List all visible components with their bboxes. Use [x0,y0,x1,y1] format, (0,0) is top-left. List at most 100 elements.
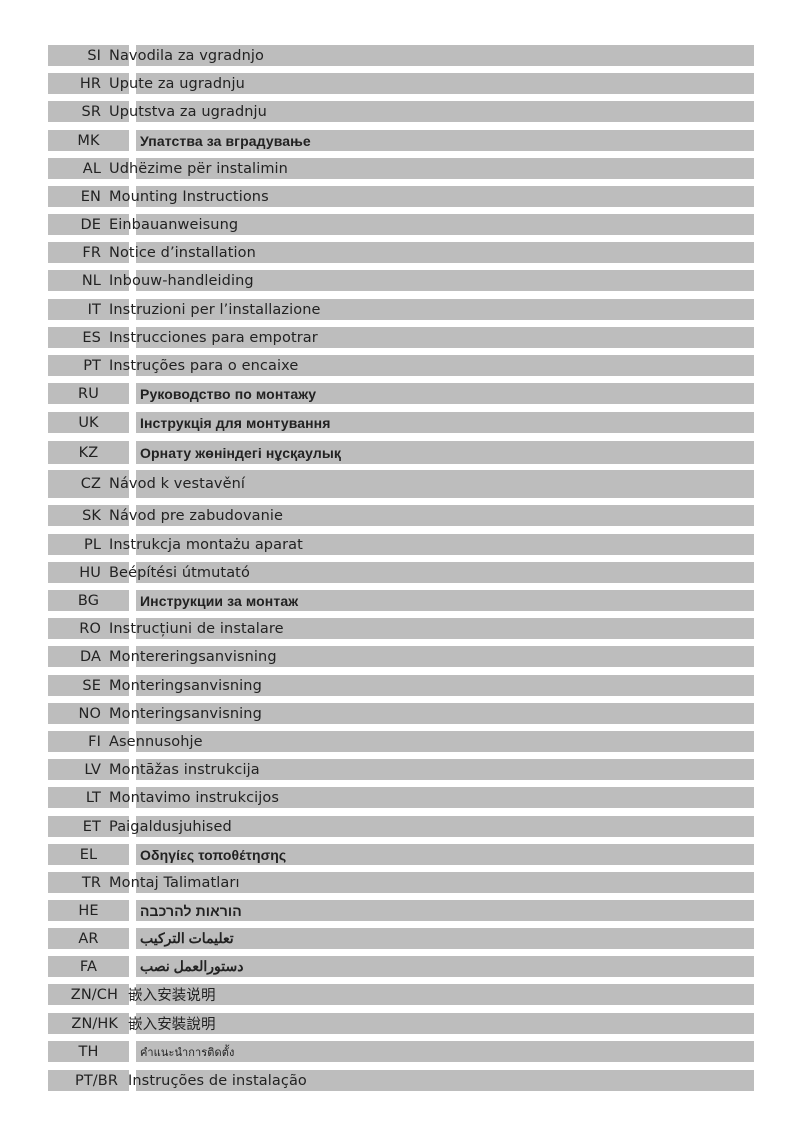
code-cell [48,928,129,949]
language-code: SI [87,47,101,64]
title-cell [136,383,754,404]
language-code: HE [78,902,99,919]
language-code: LV [84,761,101,778]
language-code: RU [78,385,99,402]
code-cell [48,872,129,893]
title-cell [136,214,754,235]
language-code: LT [85,789,101,806]
title-cell [136,984,754,1005]
code-cell [48,270,129,291]
instruction-title: Beépítési útmutató [109,564,250,581]
language-code: HU [79,564,101,581]
code-cell [48,1070,129,1091]
title-cell [136,73,754,94]
language-code: HR [79,75,101,92]
language-code: MK [77,132,100,149]
title-cell [136,412,754,433]
code-cell [48,470,129,498]
title-cell [136,505,754,526]
title-cell [136,355,754,376]
language-row-et: ET Paigaldusjuhised [48,816,754,837]
language-row-hu: HU Beépítési útmutató [48,562,754,583]
title-cell [136,1070,754,1091]
language-row-pt: PT Instruções para o encaixe [48,355,754,376]
code-cell [48,441,129,464]
language-code: EL [79,846,98,863]
instruction-title: Montāžas instrukcija [109,761,260,778]
language-code: CZ [80,476,101,492]
instruction-title: Navodila za vgradnjo [109,47,264,64]
instruction-title: Notice d’installation [109,244,256,261]
language-code: NL [81,272,101,289]
instruction-title: Instrucciones para empotrar [109,329,318,346]
code-cell [48,703,129,724]
language-row-no: NO Monteringsanvisning [48,703,754,724]
code-cell [48,618,129,639]
code-cell [48,844,129,865]
language-code: DE [80,216,101,233]
language-row-bg: BG Инструкции за монтаж [48,590,754,611]
language-row-it: IT Instruzioni per l’installazione [48,299,754,320]
language-code: TH [78,1043,99,1060]
language-row-el: EL Οδηγίες τοποθέτησης [48,844,754,865]
title-cell [136,1041,754,1062]
language-code: AL [82,160,101,177]
language-row-de: DE Einbauanweisung [48,214,754,235]
language-code: NO [78,705,101,722]
language-code: ET [82,818,101,835]
language-code: FR [82,244,101,261]
title-cell [136,928,754,949]
language-code: PT/BR [74,1072,118,1089]
language-row-sr: SR Uputstva za ugradnju [48,101,754,122]
code-cell [48,759,129,780]
instruction-title: Uputstva za ugradnju [109,103,267,120]
language-row-fr: FR Notice d’installation [48,242,754,263]
language-code: FA [79,958,98,975]
instruction-title: Інструкція для монтування [140,414,331,431]
code-cell [48,816,129,837]
code-cell [48,214,129,235]
code-cell [48,675,129,696]
language-row-zn-hk: ZN/HK 嵌入安裝說明 [48,1013,754,1034]
language-row-nl: NL Inbouw-handleiding [48,270,754,291]
title-cell [136,534,754,555]
instruction-title: Instruzioni per l’installazione [109,301,321,318]
language-code: DA [79,648,101,665]
title-cell [136,675,754,696]
language-row-fi: FI Asennusohje [48,731,754,752]
title-cell [136,731,754,752]
language-code: ES [82,329,101,346]
language-row-sk: SK Návod pre zabudovanie [48,505,754,526]
code-cell [48,355,129,376]
instruction-title: Инструкции за монтаж [140,592,299,609]
title-cell [136,872,754,893]
instruction-title: Орнату жөніндегі нұсқаулық [140,444,342,461]
language-row-tr: TR Montaj Talimatları [48,872,754,893]
code-cell [48,1041,129,1062]
instruction-title: Руководство по монтажу [140,385,317,402]
code-cell [48,383,129,404]
instruction-title: Upute za ugradnju [109,75,245,92]
code-cell [48,186,129,207]
language-code: PL [83,536,101,553]
code-cell [48,505,129,526]
code-cell [48,562,129,583]
language-code: ZN/CH [70,986,118,1003]
language-row-se: SE Monteringsanvisning [48,675,754,696]
code-cell [48,534,129,555]
title-cell [136,562,754,583]
code-cell [48,590,129,611]
language-code: SE [82,677,101,694]
title-cell [136,470,754,498]
code-cell [48,1013,129,1034]
language-code: PT [83,357,101,374]
title-cell [136,900,754,921]
title-cell [136,101,754,122]
language-code: ZN/HK [71,1015,118,1032]
instruction-title: Monteringsanvisning [109,705,262,722]
language-row-al: AL Udhëzime për instalimin [48,158,754,179]
code-cell [48,646,129,667]
code-cell [48,45,129,66]
instruction-title: Упатства за вградување [140,132,311,149]
title-cell [136,441,754,464]
